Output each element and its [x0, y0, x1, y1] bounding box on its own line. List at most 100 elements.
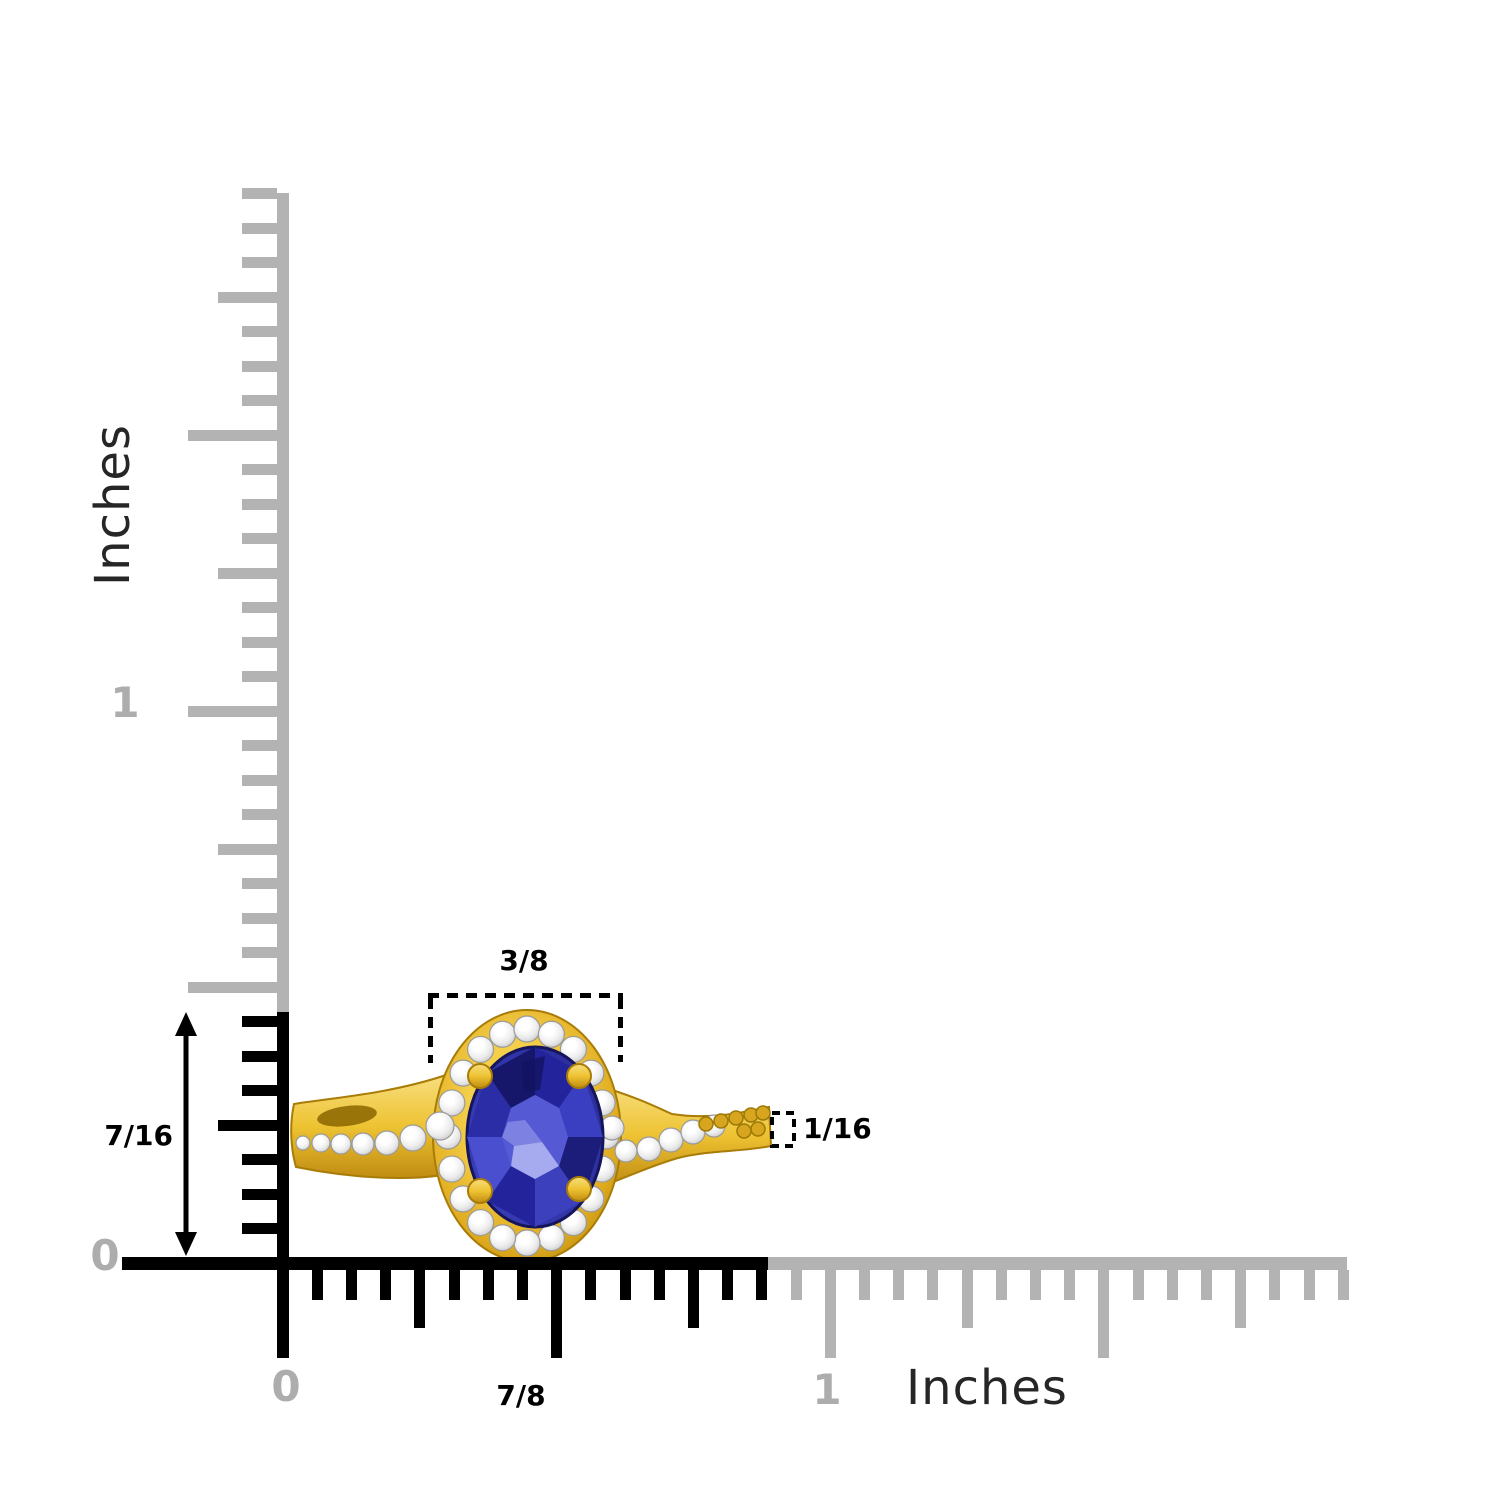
vertical-tick — [242, 188, 277, 199]
vertical-ruler-label-1: 1 — [110, 678, 140, 727]
band-width-label: 1/16 — [803, 1112, 872, 1145]
gold-facet-nub — [698, 1116, 714, 1132]
gold-facet-nub — [713, 1113, 729, 1129]
horizontal-tick — [824, 1270, 836, 1358]
vertical-tick — [242, 602, 277, 613]
vertical-tick — [242, 947, 277, 958]
horizontal-tick — [516, 1270, 528, 1300]
diamond-sparkle — [335, 1138, 341, 1143]
diamond-sparkle — [544, 1230, 551, 1237]
ring-height-label: 7/16 — [104, 1119, 173, 1152]
vertical-tick — [242, 498, 277, 510]
horizontal-tick — [1064, 1270, 1076, 1300]
horizontal-tick — [1337, 1270, 1349, 1300]
diamond-sparkle — [445, 1095, 451, 1102]
vertical-tick — [188, 429, 277, 441]
diamond — [295, 1135, 311, 1151]
horizontal-ruler-label-1: 1 — [812, 1365, 842, 1414]
horizontal-tick — [551, 1270, 563, 1358]
vertical-tick — [242, 464, 277, 475]
horizontal-ruler-zero-tick — [277, 1270, 289, 1358]
diamond-sparkle — [456, 1065, 463, 1072]
vertical-tick — [218, 567, 277, 579]
band-width-bracket — [770, 1111, 796, 1148]
horizontal-tick — [482, 1270, 494, 1300]
diamond — [438, 1155, 466, 1183]
diamond — [425, 1111, 455, 1141]
horizontal-tick — [1303, 1270, 1315, 1300]
vertical-tick — [242, 1154, 277, 1165]
horizontal-tick — [653, 1270, 665, 1300]
diamond-sparkle — [686, 1125, 693, 1131]
horizontal-tick — [380, 1270, 392, 1300]
diamond-sparkle — [605, 1121, 612, 1127]
vertical-tick — [242, 222, 277, 234]
vertical-tick — [242, 1016, 277, 1027]
vertical-tick — [218, 291, 277, 303]
diamond-sparkle — [520, 1021, 526, 1028]
horizontal-tick — [1200, 1270, 1212, 1300]
vertical-ruler-spine-gray — [277, 193, 289, 1012]
vertical-ruler-label-0: 0 — [90, 1231, 120, 1280]
ring-width-label: 7/8 — [496, 1379, 546, 1412]
vertical-tick — [242, 257, 277, 268]
diamond — [438, 1089, 466, 1117]
horizontal-tick — [1166, 1270, 1178, 1300]
horizontal-tick — [722, 1270, 734, 1300]
vertical-tick — [242, 671, 277, 682]
diamond-sparkle — [495, 1230, 502, 1237]
vertical-tick — [188, 981, 277, 993]
horizontal-tick — [756, 1270, 768, 1300]
horizontal-ruler-spine-gray — [768, 1257, 1347, 1270]
diamond — [636, 1136, 662, 1162]
gold-facet-nub — [755, 1105, 771, 1121]
vertical-tick — [242, 774, 277, 786]
horizontal-tick — [585, 1270, 597, 1300]
diamond — [488, 1224, 517, 1252]
diamond-sparkle — [473, 1215, 480, 1221]
diamond-sparkle — [316, 1137, 321, 1142]
diamond-sparkle — [445, 1161, 451, 1168]
diamond-sparkle — [432, 1118, 439, 1125]
horizontal-tick — [927, 1270, 939, 1300]
diamond — [351, 1132, 375, 1156]
diamond-sparkle — [642, 1142, 649, 1148]
diamond-sparkle — [357, 1137, 363, 1143]
ring-height-arrow — [175, 1012, 197, 1256]
vertical-tick — [242, 395, 277, 406]
diamond — [466, 1208, 495, 1237]
prongs — [467, 1063, 592, 1204]
horizontal-tick — [1269, 1270, 1281, 1300]
diamond — [658, 1127, 684, 1153]
vertical-tick — [242, 1085, 277, 1096]
shoulder-diamonds — [295, 1111, 726, 1163]
diamond-sparkle — [620, 1144, 626, 1150]
vertical-tick — [242, 1050, 277, 1062]
diamond-sparkle — [299, 1139, 303, 1143]
ring-finger-hole — [317, 1105, 377, 1127]
horizontal-ruler-unit-label: Inches — [906, 1360, 1068, 1416]
horizontal-tick — [687, 1270, 699, 1328]
horizontal-ruler-label-0: 0 — [271, 1362, 301, 1411]
horizontal-ruler-spine-black — [122, 1257, 768, 1270]
vertical-ruler-unit-label: Inches — [85, 424, 141, 586]
horizontal-tick — [858, 1270, 870, 1300]
vertical-tick — [242, 326, 277, 337]
vertical-tick — [218, 1119, 277, 1131]
diamond-sparkle — [544, 1026, 551, 1033]
halo-width-bracket — [428, 993, 623, 1063]
horizontal-tick — [414, 1270, 426, 1328]
diamond-sparkle — [520, 1235, 526, 1242]
gold-facet-nub — [750, 1121, 766, 1137]
horizontal-tick — [1029, 1270, 1041, 1300]
diamond-sparkle — [495, 1026, 502, 1033]
horizontal-tick — [790, 1270, 802, 1300]
horizontal-tick — [1098, 1270, 1110, 1358]
diamond-sparkle — [473, 1042, 480, 1048]
vertical-tick — [242, 1223, 277, 1234]
vertical-tick — [242, 360, 277, 372]
gold-band-texture — [698, 1105, 771, 1139]
vertical-tick — [242, 740, 277, 751]
diamond-sparkle — [664, 1133, 671, 1139]
